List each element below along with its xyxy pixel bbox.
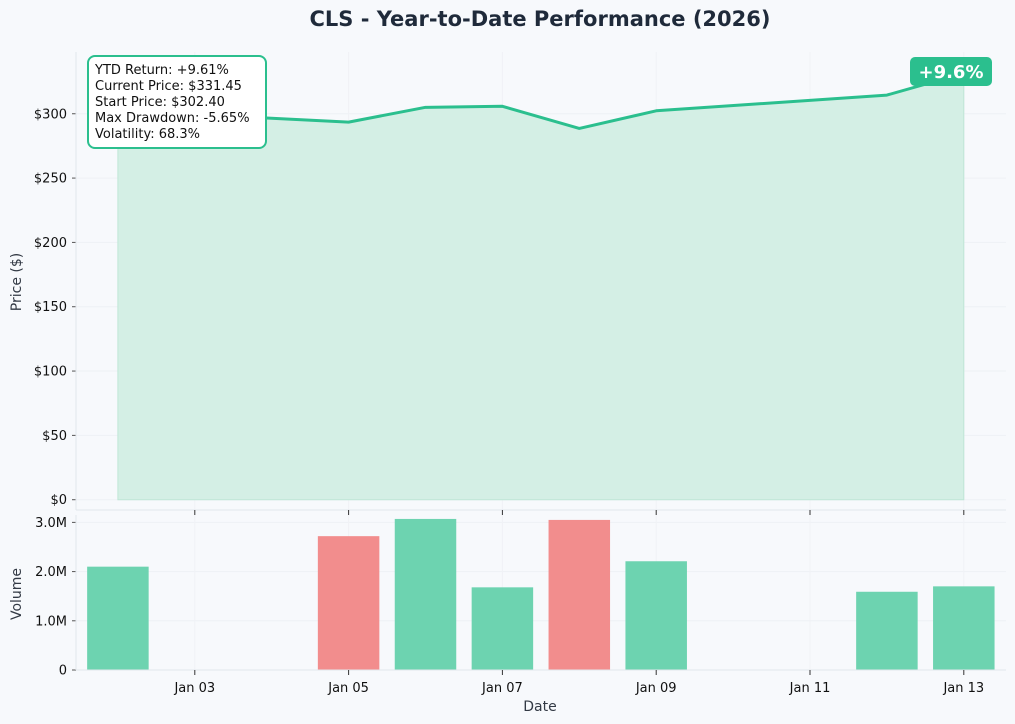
return-badge-frame [910,57,992,86]
price-y-tick-label: $100 [34,365,67,380]
volume-x-ticks: Jan 03 Jan 05 Jan 07 Jan 09 Jan 11 Jan 13 [173,670,984,696]
volume-y-axis-label: Volume [9,568,25,620]
volume-bar [317,536,380,670]
volume-bar [856,591,918,670]
price-y-tick-label: $50 [42,429,67,444]
volume-bar [87,566,149,670]
price-y-axis-label: Price ($) [9,253,25,311]
price-y-ticks: $0 $50 $100 $150 $200 $250 $300 [34,107,76,508]
price-panel: $0 $50 $100 $150 $200 $250 $300 Price ($) YTD … [9,52,1006,515]
x-tick-label: Jan 07 [481,681,523,696]
price-line [117,71,965,130]
price-y-tick-label: $0 [50,493,67,508]
stats-volatility: Volatility: 68.3% [95,127,200,142]
volume-bar [471,587,534,670]
return-badge-text: +9.6% [918,62,983,83]
volume-bar [548,519,611,670]
x-tick-label: Jan 03 [173,681,215,696]
x-tick-label: Jan 09 [635,681,677,696]
stats-current-price: Current Price: $331.45 [95,79,242,94]
stats-ytd-return: YTD Return: +9.61% [94,63,229,78]
price-y-tick-label: $200 [34,236,67,251]
price-y-tick-label: $250 [34,172,67,187]
volume-bar [394,518,457,670]
price-y-tick-label: $300 [34,107,67,122]
x-tick-label: Jan 13 [942,681,984,696]
x-tick-label: Jan 11 [789,681,831,696]
volume-y-tick-label: 0 [59,664,67,679]
chart-title: CLS - Year-to-Date Performance (2026) [310,7,771,31]
volume-bar [933,586,995,670]
volume-y-tick-label: 1.0M [35,614,67,629]
price-y-tick-label: $150 [34,300,67,315]
stats-max-drawdown: Max Drawdown: -5.65% [95,111,250,126]
x-tick-label: Jan 05 [327,681,369,696]
volume-panel: 01.0M2.0M3.0M Jan 03 Jan 05 Jan 07 Jan 09 Ja… [9,515,1006,715]
return-badge: +9.6% [910,57,992,86]
volume-y-tick-label: 3.0M [35,516,67,531]
stats-box: YTD Return: +9.61% Current Price: $331.4… [87,55,267,149]
stats-start-price: Start Price: $302.40 [95,95,225,110]
volume-y-ticks: 0 1.0M 2.0M 3.0M [35,516,76,679]
stats-box-frame [87,55,267,149]
price-x-ticks [194,510,965,515]
x-axis-label: Date [523,699,556,715]
volume-bar [625,561,687,670]
volume-y-tick-label: 2.0M [35,565,67,580]
volume-bars [87,518,995,670]
